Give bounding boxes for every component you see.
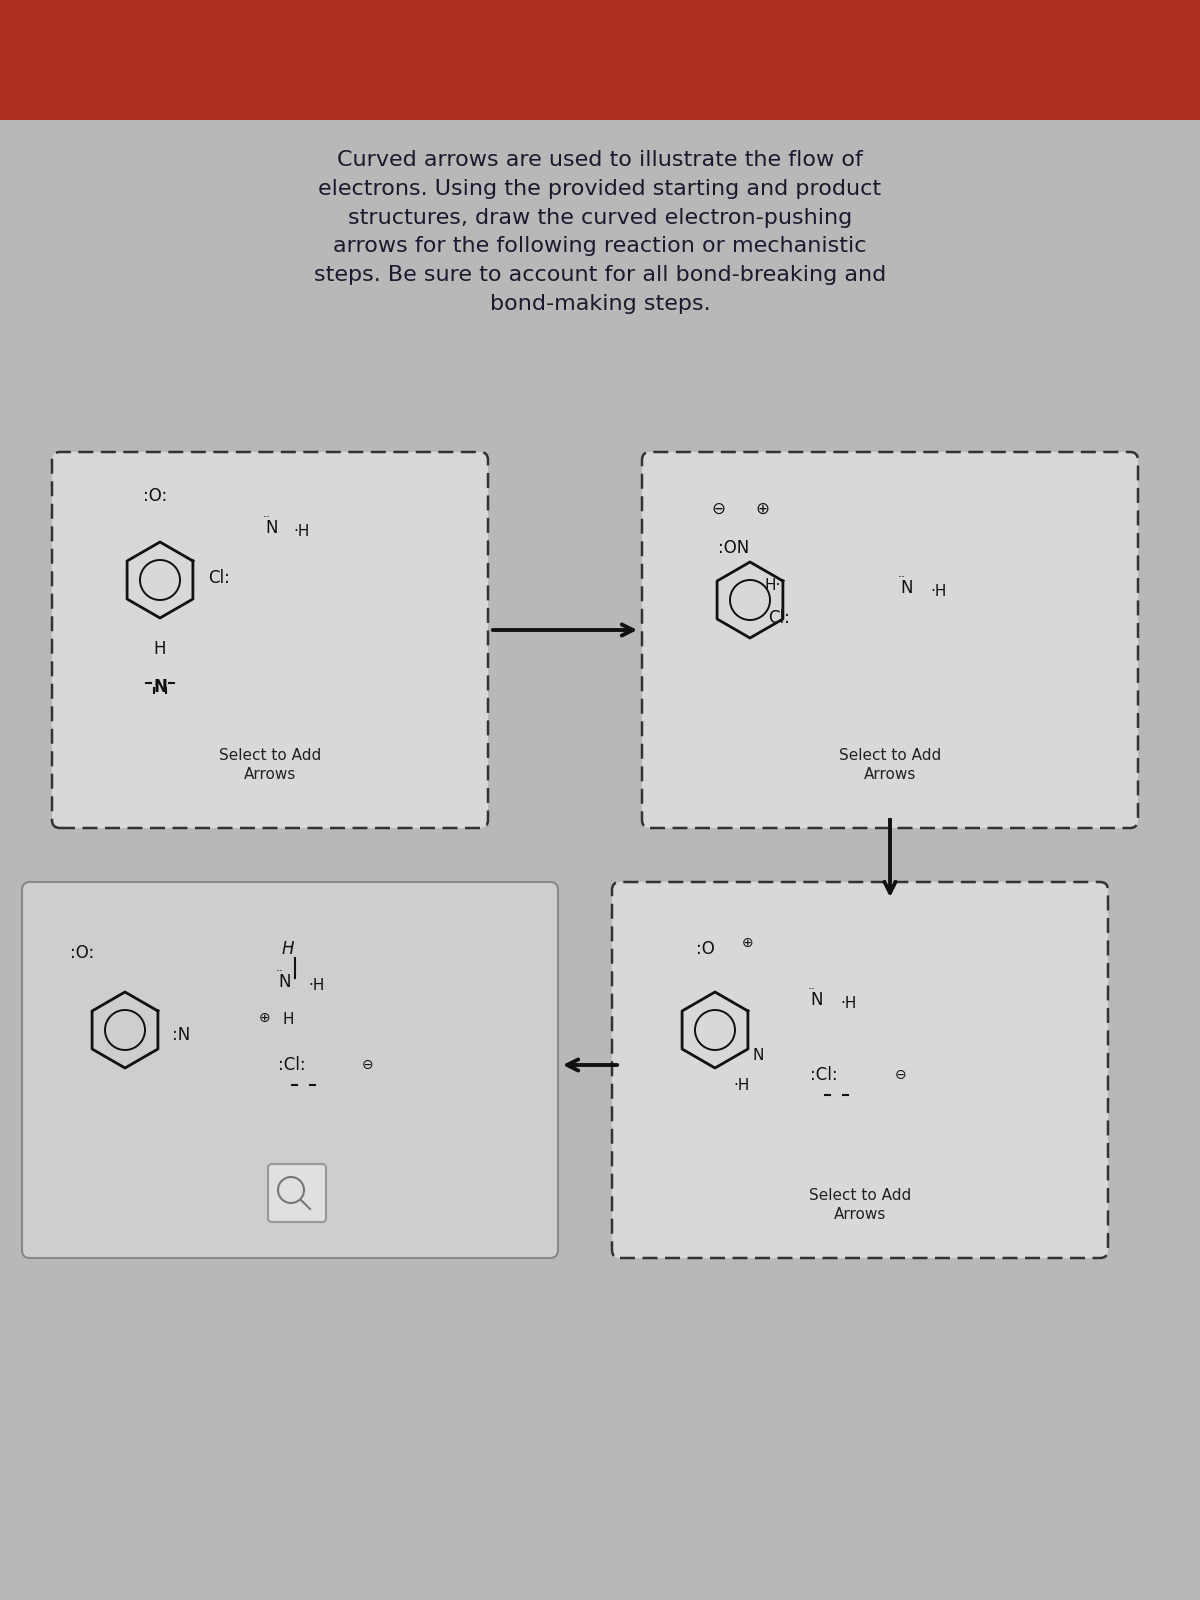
FancyBboxPatch shape [268, 1165, 326, 1222]
Text: N: N [810, 990, 822, 1010]
FancyBboxPatch shape [642, 451, 1138, 829]
Text: N: N [265, 518, 277, 538]
Text: Cl:: Cl: [768, 610, 790, 627]
Text: Select to Add
Arrows: Select to Add Arrows [809, 1187, 911, 1222]
Text: ·H: ·H [840, 997, 857, 1011]
Text: H: H [282, 939, 294, 958]
Text: ⊕: ⊕ [259, 1011, 271, 1026]
Text: ⊕: ⊕ [742, 936, 754, 950]
FancyBboxPatch shape [0, 0, 1200, 120]
Text: ⊖: ⊖ [362, 1058, 373, 1072]
Text: ⊖: ⊖ [712, 499, 725, 518]
Text: N: N [752, 1048, 763, 1062]
Text: Curved arrows are used to illustrate the flow of
electrons. Using the provided s: Curved arrows are used to illustrate the… [314, 150, 886, 314]
Text: ·H: ·H [293, 525, 310, 539]
FancyBboxPatch shape [612, 882, 1108, 1258]
FancyBboxPatch shape [22, 882, 558, 1258]
Text: ·H: ·H [308, 979, 324, 994]
Text: ..: .. [898, 566, 906, 581]
Text: H·: H· [766, 578, 781, 592]
Text: :ON: :ON [718, 539, 749, 557]
Text: N: N [278, 973, 290, 990]
Text: ..: .. [808, 979, 816, 992]
Text: :O: :O [696, 939, 714, 958]
Text: Select to Add
Arrows: Select to Add Arrows [839, 747, 941, 782]
Text: H: H [154, 640, 167, 658]
Text: Select to Add
Arrows: Select to Add Arrows [218, 747, 322, 782]
Text: Cl:: Cl: [208, 570, 230, 587]
Text: ..: .. [263, 507, 271, 520]
Text: N: N [900, 579, 912, 597]
Text: :Cl:: :Cl: [810, 1066, 838, 1085]
Text: ⊕: ⊕ [755, 499, 769, 518]
Text: :N: :N [172, 1026, 191, 1043]
Text: ..: .. [276, 962, 284, 974]
Text: N: N [154, 678, 167, 696]
Text: ·H: ·H [734, 1078, 750, 1093]
FancyBboxPatch shape [52, 451, 488, 829]
Text: :O:: :O: [70, 944, 94, 962]
Text: :O:: :O: [143, 486, 167, 506]
Text: H: H [282, 1013, 294, 1027]
Text: ⊖: ⊖ [895, 1069, 907, 1082]
Text: ·H: ·H [930, 584, 947, 600]
Text: :Cl:: :Cl: [278, 1056, 306, 1074]
